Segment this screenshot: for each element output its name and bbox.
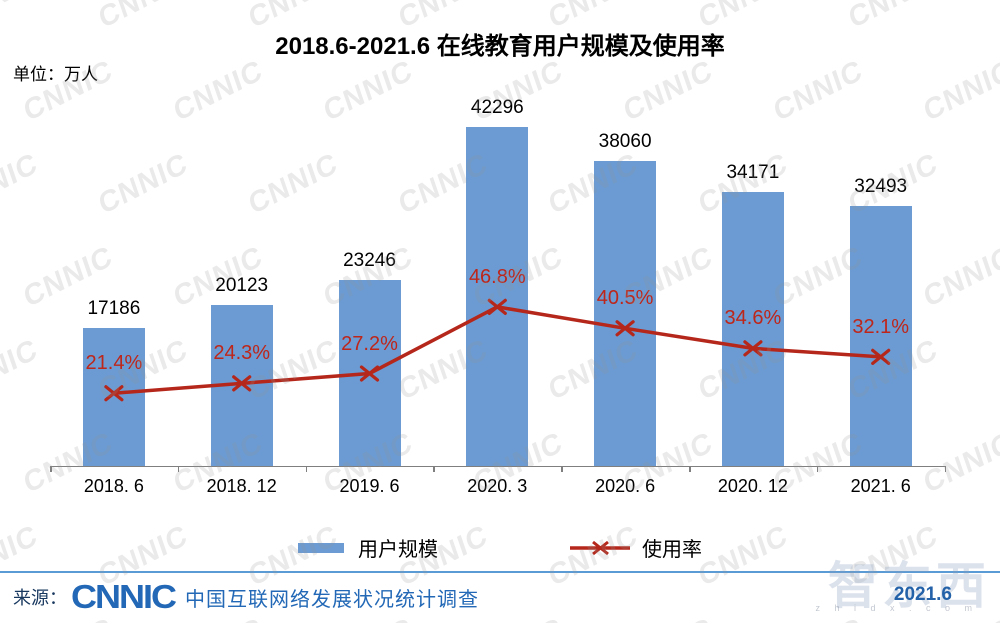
x-axis-label: 2019. 6: [339, 476, 400, 496]
x-axis-tick: [305, 466, 308, 472]
x-axis-label: 2020. 3: [467, 476, 528, 496]
bar-value-label: 32493: [854, 176, 908, 197]
legend-label-usage-rate: 使用率: [642, 539, 702, 561]
legend-item-usage-rate: 使用率: [570, 533, 702, 562]
cnnic-logo: CNNIC: [71, 577, 177, 616]
legend-item-user-scale: 用户规模: [298, 533, 438, 562]
bar-value-label: 17186: [87, 298, 141, 319]
usage-rate-label: 27.2%: [341, 332, 398, 355]
legend-label-user-scale: 用户规模: [358, 539, 438, 561]
bar-2021.6: [849, 206, 912, 466]
x-marker-icon: [232, 375, 252, 392]
source-row: 来源： CNNIC 中国互联网络发展状况统计调查: [13, 573, 479, 621]
x-axis-label: 2020. 6: [595, 476, 656, 496]
x-axis-label: 2018. 6: [83, 476, 144, 496]
report-date: 2021.6: [893, 584, 952, 605]
bar-value-label: 42296: [470, 97, 524, 118]
x-axis-line: [50, 466, 945, 467]
usage-rate-label: 40.5%: [596, 287, 654, 310]
bar-2020.6: [594, 161, 657, 466]
bar-2018.6: [82, 328, 145, 466]
unit-label: 单位：万人: [13, 65, 98, 84]
usage-rate-label: 34.6%: [724, 307, 782, 330]
x-axis-tick: [561, 466, 563, 472]
x-marker-icon: [487, 298, 507, 315]
x-axis-tick: [177, 466, 180, 472]
bar-value-label: 38060: [598, 131, 652, 152]
x-axis-tick: [433, 466, 435, 472]
x-axis-tick: [944, 466, 947, 472]
usage-rate-label: 24.3%: [213, 342, 271, 365]
usage-rate-label: 46.8%: [468, 265, 526, 288]
footer-divider: [0, 571, 1000, 573]
line-swatch-icon: [570, 540, 630, 555]
usage-rate-label: 32.1%: [852, 315, 910, 338]
x-marker-icon: [359, 365, 380, 382]
source-text: 中国互联网络发展状况统计调查: [185, 588, 479, 611]
bar-value-label: 34171: [726, 162, 780, 183]
bar-value-label: 20123: [215, 275, 269, 296]
x-axis-tick: [816, 466, 819, 472]
x-axis-tick: [689, 466, 691, 472]
chart-title: 2018.6-2021.6 在线教育用户规模及使用率: [275, 33, 725, 60]
x-marker-icon: [104, 385, 124, 402]
source-prefix-label: 来源：: [13, 588, 67, 608]
x-axis-label: 2018. 12: [206, 476, 277, 496]
bar-value-label: 23246: [343, 250, 396, 271]
x-axis-tick: [50, 466, 52, 472]
usage-rate-label: 21.4%: [85, 352, 143, 375]
x-axis-label: 2020. 12: [717, 476, 788, 496]
bar-2020.3: [466, 127, 529, 466]
bar-2020.12: [721, 192, 784, 466]
x-marker-icon: [615, 320, 635, 337]
legend: 用户规模 使用率: [0, 533, 1000, 562]
line-series-swatch: [570, 538, 630, 558]
x-marker-icon: [743, 340, 763, 357]
bar-series-swatch: [298, 542, 344, 553]
x-axis-label: 2021. 6: [850, 476, 911, 496]
x-marker-icon: [871, 348, 891, 365]
